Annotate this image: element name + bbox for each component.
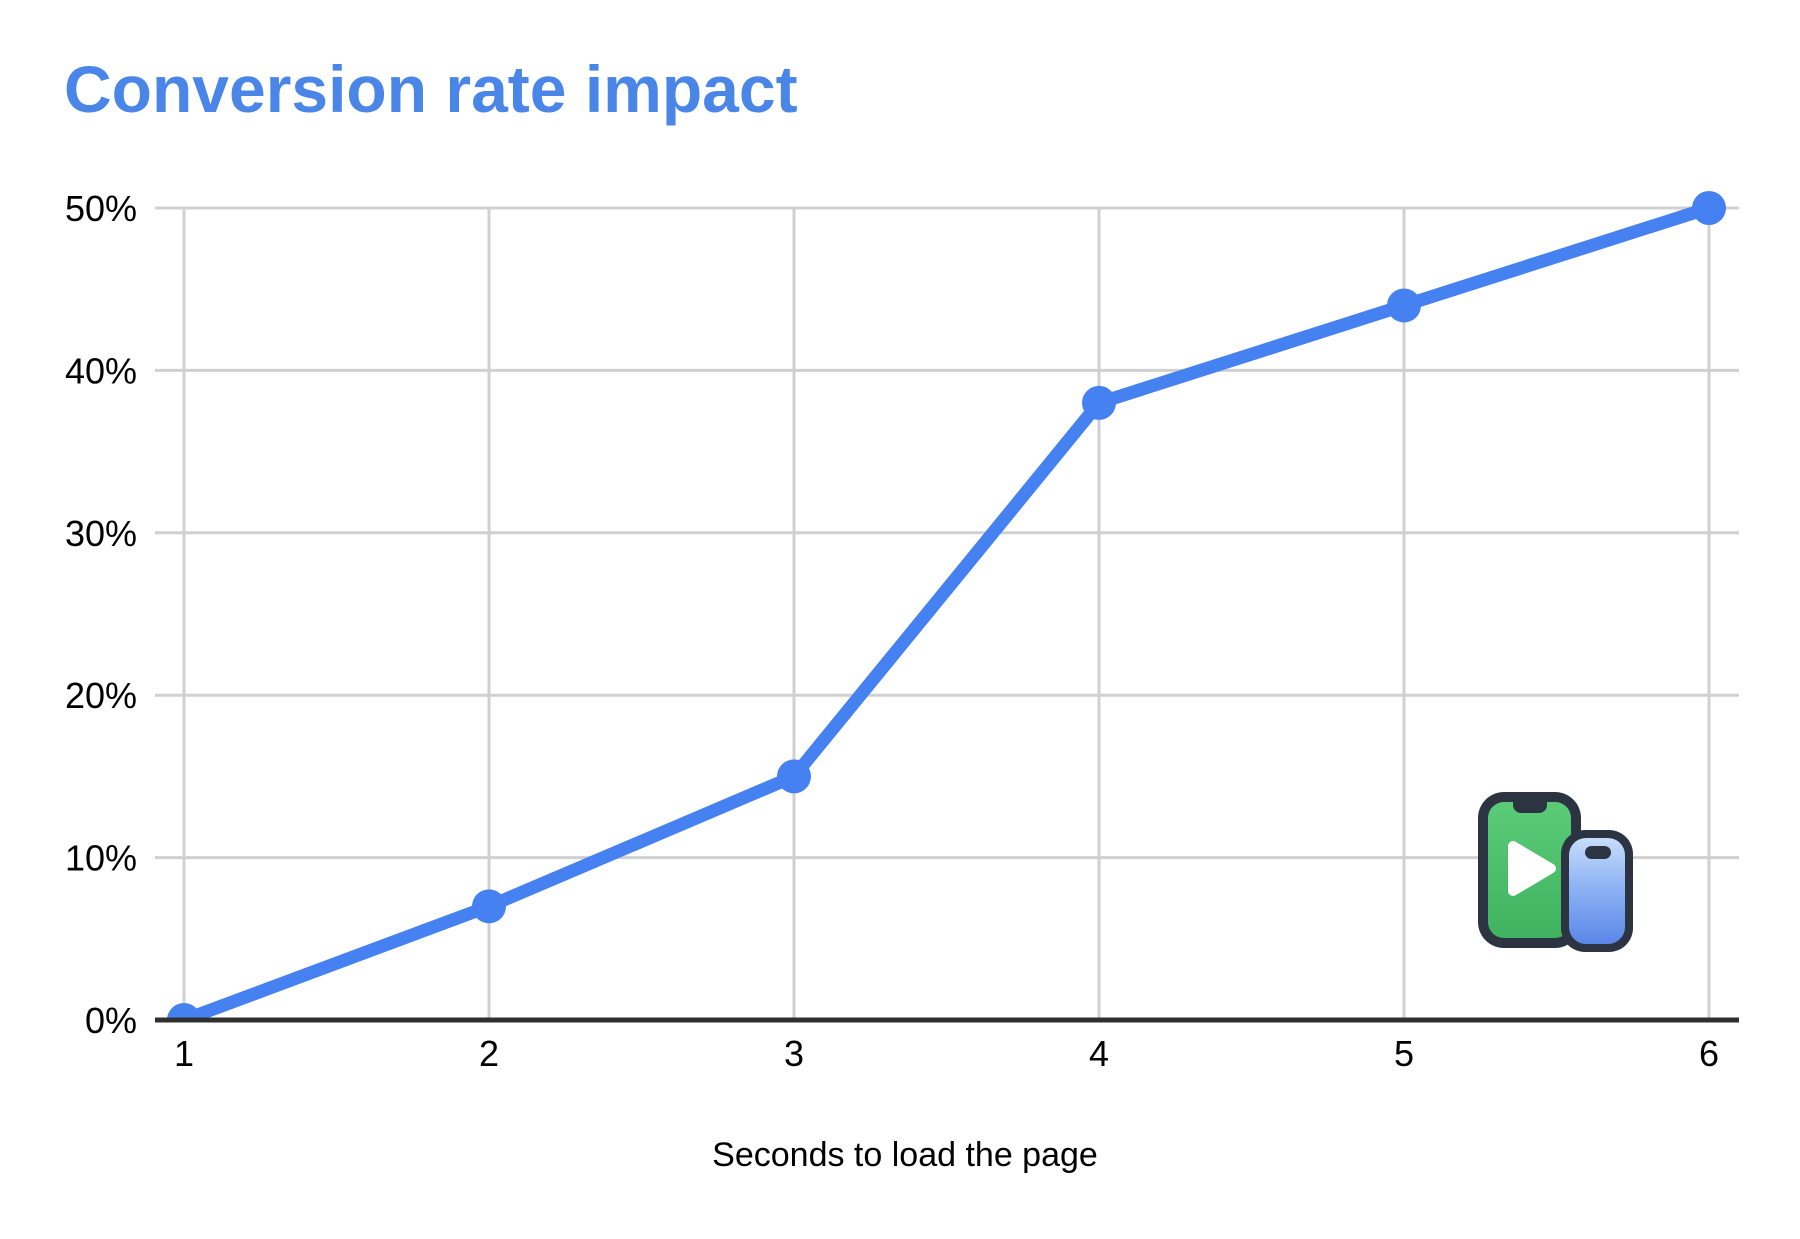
data-point <box>167 1003 201 1022</box>
series-conversion-rate <box>167 191 1726 1022</box>
data-point <box>777 759 811 794</box>
play-icon <box>1508 841 1556 896</box>
y-axis-tick-label: 10% <box>65 838 137 879</box>
x-axis-tick-label: 4 <box>1089 1033 1109 1074</box>
y-axis-tick-label: 40% <box>65 350 137 391</box>
mobile-video-devices-icon <box>1478 792 1633 952</box>
series-line <box>177 201 1716 1022</box>
x-axis-tick-label: 1 <box>174 1033 194 1074</box>
chart-title: Conversion rate impact <box>64 52 798 126</box>
data-point <box>1692 191 1726 225</box>
x-axis-tick-label: 5 <box>1394 1033 1414 1074</box>
data-point <box>1387 288 1421 323</box>
y-axis-tick-label: 30% <box>65 513 137 554</box>
x-axis-tick-label: 3 <box>784 1033 804 1074</box>
x-axis-tick-label: 2 <box>479 1033 499 1074</box>
phone-notch <box>1513 796 1547 813</box>
x-axis-tick-label: 6 <box>1699 1033 1719 1074</box>
green-video-phone-icon <box>1478 792 1581 948</box>
device-speaker-pill <box>1585 846 1611 859</box>
x-axis-title: Seconds to load the page <box>712 1136 1098 1174</box>
data-point <box>1082 385 1116 420</box>
y-axis-tick-label: 50% <box>65 188 137 229</box>
y-axis-tick-label: 20% <box>65 675 137 716</box>
data-point <box>472 889 506 924</box>
blue-device-icon <box>1561 830 1633 952</box>
device-screen-blue <box>1569 838 1625 944</box>
y-axis-tick-label: 0% <box>85 1000 137 1041</box>
